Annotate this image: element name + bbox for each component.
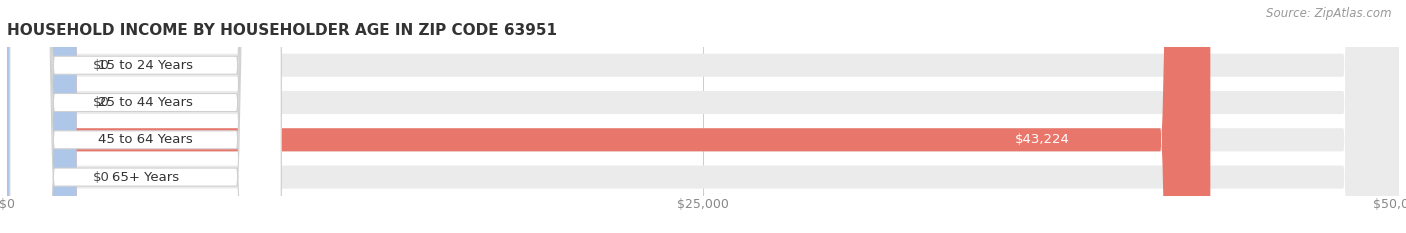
Text: $0: $0 [93, 59, 110, 72]
FancyBboxPatch shape [7, 0, 1399, 233]
FancyBboxPatch shape [7, 0, 77, 233]
FancyBboxPatch shape [7, 0, 1399, 233]
Text: $0: $0 [93, 171, 110, 184]
Text: $0: $0 [93, 96, 110, 109]
Text: 25 to 44 Years: 25 to 44 Years [98, 96, 193, 109]
FancyBboxPatch shape [7, 0, 1399, 233]
FancyBboxPatch shape [10, 0, 281, 233]
FancyBboxPatch shape [10, 0, 281, 233]
Text: HOUSEHOLD INCOME BY HOUSEHOLDER AGE IN ZIP CODE 63951: HOUSEHOLD INCOME BY HOUSEHOLDER AGE IN Z… [7, 24, 557, 38]
FancyBboxPatch shape [7, 0, 1211, 233]
FancyBboxPatch shape [7, 0, 1399, 233]
FancyBboxPatch shape [7, 0, 77, 233]
FancyBboxPatch shape [7, 0, 77, 233]
Text: 45 to 64 Years: 45 to 64 Years [98, 133, 193, 146]
FancyBboxPatch shape [10, 0, 281, 233]
Text: 15 to 24 Years: 15 to 24 Years [98, 59, 193, 72]
FancyBboxPatch shape [10, 0, 281, 233]
Text: 65+ Years: 65+ Years [112, 171, 179, 184]
Text: Source: ZipAtlas.com: Source: ZipAtlas.com [1267, 7, 1392, 20]
Text: $43,224: $43,224 [1015, 133, 1070, 146]
